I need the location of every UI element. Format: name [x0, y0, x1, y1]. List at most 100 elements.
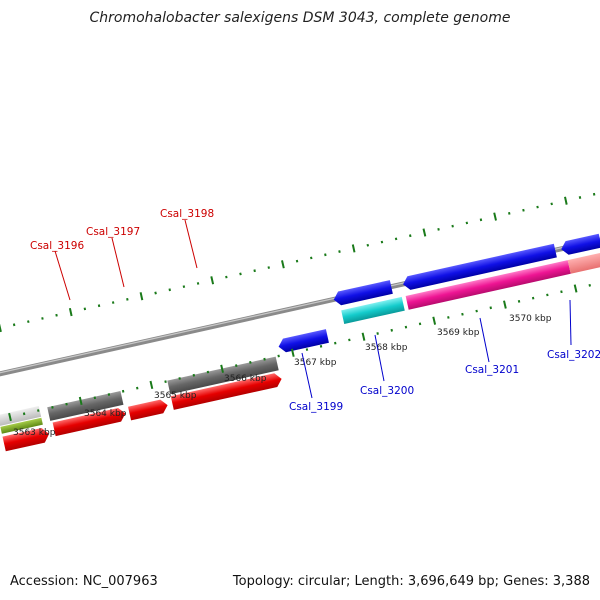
kbp-label: 3570 kbp [509, 314, 552, 324]
forward-tick-minor [97, 304, 101, 308]
reverse-callouts: Csal_3199 Csal_3200 Csal_3201 Csal_3202 [289, 299, 600, 413]
reverse-tick-minor [560, 290, 563, 294]
forward-tick-minor [536, 205, 539, 209]
forward-tick-major [139, 292, 144, 301]
gene-label-csal-3197[interactable]: Csal_3197 [86, 226, 140, 238]
gene-label-csal-3199[interactable]: Csal_3199 [289, 401, 343, 413]
reverse-tick-minor [489, 306, 492, 310]
callout-line [569, 299, 572, 346]
forward-tick-minor [550, 202, 553, 206]
callout-line [184, 219, 198, 269]
reverse-tick-minor [461, 312, 464, 316]
forward-tick-minor [394, 237, 398, 241]
forward-tick-minor [267, 266, 270, 269]
reverse-tick-major [78, 396, 83, 406]
forward-callouts: Csal_3196 Csal_3197 Csal_3198 [30, 208, 214, 301]
reverse-tick-minor [51, 405, 54, 409]
gene-csal-3199[interactable] [277, 329, 329, 353]
reverse-tick-minor [418, 322, 422, 326]
gene-forward-red-2[interactable] [52, 407, 127, 437]
kbp-label: 3569 kbp [437, 328, 480, 338]
forward-tick-minor [508, 211, 511, 215]
reverse-tick-minor [249, 360, 252, 364]
reverse-tick-minor [235, 364, 238, 368]
gene-label-csal-3198[interactable]: Csal_3198 [160, 208, 214, 220]
callout-line [479, 317, 490, 363]
forward-tick-major [422, 228, 427, 237]
gene-csal-3201-blue[interactable] [402, 243, 557, 291]
gene-csal-3198[interactable] [170, 372, 283, 410]
reverse-tick-minor [475, 309, 478, 313]
forward-tick-minor [111, 301, 115, 304]
forward-tick-major [68, 307, 73, 317]
map-title: Chromohalobacter salexigens DSM 3043, co… [89, 10, 511, 26]
gene-csal-3201[interactable] [405, 260, 571, 310]
forward-tick-minor [12, 323, 16, 327]
forward-tick-minor [451, 224, 454, 228]
forward-tick-minor [437, 227, 440, 231]
gene-csal-3202[interactable] [560, 233, 600, 256]
gene-forward-red-1[interactable] [2, 427, 51, 452]
forward-scale-ticks [0, 192, 596, 333]
reverse-tick-major [361, 332, 366, 341]
forward-tick-minor [366, 243, 370, 247]
reverse-tick-minor [447, 316, 450, 319]
gene-csal-3197[interactable] [128, 398, 169, 421]
kbp-label: 3567 kbp [294, 358, 337, 368]
forward-tick-minor [182, 285, 186, 289]
kbp-label: 3564 kbp [84, 409, 127, 419]
callout-line [374, 334, 385, 382]
gene-csal-3198-gray[interactable] [167, 356, 279, 395]
forward-tick-minor [479, 218, 483, 222]
gene-csal-3200[interactable] [341, 296, 405, 324]
gene-csal-3196[interactable] [47, 391, 124, 421]
reverse-tick-minor [93, 396, 97, 400]
gene-label-csal-3202[interactable]: Csal_3202 [547, 349, 600, 361]
forward-tick-minor [27, 320, 30, 324]
forward-tick-minor [225, 275, 228, 279]
reverse-tick-minor [65, 402, 68, 406]
gene-label-csal-3201[interactable]: Csal_3201 [465, 364, 519, 376]
gene-forward-light[interactable] [0, 406, 42, 426]
kbp-label: 3563 kbp [13, 428, 56, 438]
forward-tick-minor [55, 313, 58, 317]
reverse-tick-minor [404, 325, 408, 329]
reverse-genes [277, 233, 600, 353]
accession-text: Accession: NC_007963 [10, 574, 158, 589]
gene-label-csal-3200[interactable]: Csal_3200 [360, 385, 414, 397]
reverse-tick-minor [136, 386, 139, 390]
reverse-tick-minor [37, 409, 40, 412]
reverse-tick-minor [121, 389, 125, 393]
reverse-tick-minor [319, 344, 323, 348]
kbp-label: 3568 kbp [365, 343, 408, 353]
forward-tick-major [564, 196, 568, 205]
reverse-tick-minor [588, 283, 591, 287]
gene-label-csal-3196[interactable]: Csal_3196 [30, 240, 84, 252]
forward-tick-minor [578, 196, 582, 199]
reverse-scale-ticks [8, 283, 591, 422]
forward-tick-major [351, 244, 356, 253]
gene-forward-olive[interactable] [0, 417, 43, 434]
forward-tick-major [210, 276, 215, 285]
reverse-tick-major [503, 300, 507, 309]
reverse-tick-minor [517, 299, 521, 303]
forward-tick-major [0, 323, 2, 333]
reverse-tick-minor [348, 338, 351, 342]
reverse-tick-major [149, 380, 154, 390]
kbp-labels: 3563 kbp 3564 kbp 3565 kbp 3566 kbp 3567… [13, 314, 552, 438]
callout-line [301, 352, 313, 399]
callout-line [54, 250, 71, 301]
reverse-tick-minor [531, 296, 535, 300]
gene-csal-3201-salmon[interactable] [567, 251, 600, 274]
gene-reverse-blue-2[interactable] [332, 280, 393, 306]
forward-tick-minor [338, 250, 341, 254]
reverse-tick-major [220, 364, 224, 373]
forward-tick-minor [239, 272, 242, 276]
reverse-tick-minor [22, 412, 26, 416]
forward-tick-major [493, 212, 497, 221]
reverse-tick-minor [305, 348, 309, 351]
forward-tick-major [281, 260, 285, 269]
genome-stats-text: Topology: circular; Length: 3,696,649 bp… [232, 574, 590, 589]
